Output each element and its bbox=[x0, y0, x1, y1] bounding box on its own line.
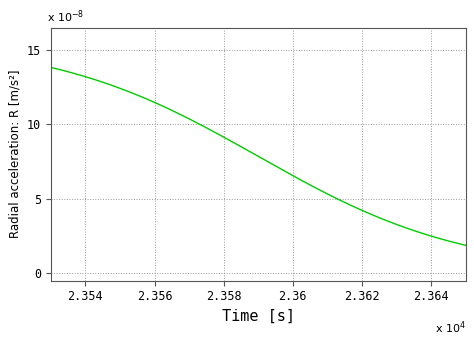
Text: x 10$^{4}$: x 10$^{4}$ bbox=[435, 320, 465, 337]
Y-axis label: Radial acceleration: R [m/s²]: Radial acceleration: R [m/s²] bbox=[9, 70, 21, 238]
X-axis label: Time [s]: Time [s] bbox=[222, 309, 295, 324]
Text: x 10$^{-8}$: x 10$^{-8}$ bbox=[47, 9, 84, 25]
